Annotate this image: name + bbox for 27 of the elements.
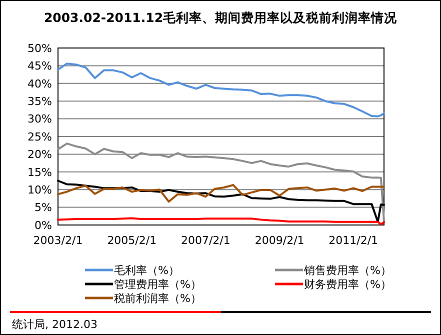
y-tick-label: 25% (28, 130, 52, 144)
x-tick-label: 2011/2/1 (328, 234, 378, 247)
y-tick-label: 45% (28, 60, 52, 73)
y-tick-label: 20% (28, 148, 52, 162)
legend-label: 管理费用率（%） (114, 278, 202, 291)
y-tick-label: 50% (28, 42, 52, 55)
y-tick-label: 15% (28, 166, 52, 179)
y-tick-label: 5% (34, 201, 52, 214)
y-tick-label: 40% (28, 77, 52, 90)
legend-label: 税前利润率（%） (114, 292, 202, 305)
line-series (57, 217, 385, 226)
line-series (57, 142, 385, 222)
x-tick-label: 2005/2/1 (107, 234, 157, 247)
legend-label: 销售费用率（%） (303, 264, 392, 277)
y-tick-label: 30% (28, 112, 52, 126)
y-tick-label: 0% (34, 218, 52, 232)
legend-label: 毛利率（%） (114, 264, 180, 277)
y-tick-label: 10% (28, 183, 52, 196)
line-series (57, 62, 385, 118)
text: 统计局, 2012.03 (12, 318, 98, 331)
x-tick-label: 2003/2/1 (33, 234, 83, 247)
line-series (57, 184, 385, 203)
chart-title: 2003.02-2011.12毛利率、期间费用率以及税前利润率情况 (44, 10, 398, 25)
y-tick-label: 35% (28, 94, 52, 108)
x-tick-label: 2009/2/1 (254, 234, 304, 247)
legend-label: 财务费用率（%） (304, 278, 392, 291)
x-tick-label: 2007/2/1 (180, 234, 230, 247)
